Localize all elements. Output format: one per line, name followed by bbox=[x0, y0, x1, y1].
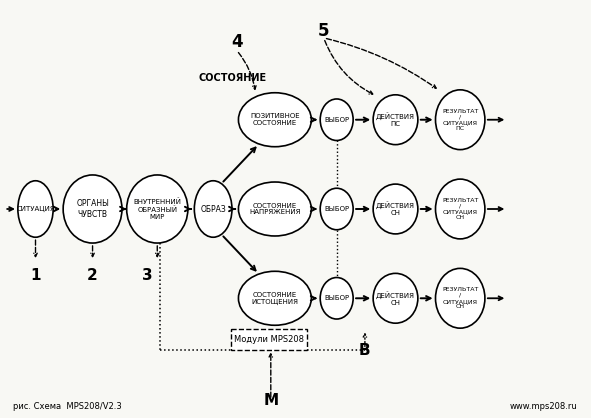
Ellipse shape bbox=[194, 181, 232, 237]
Ellipse shape bbox=[373, 273, 418, 323]
Text: ДЕЙСТВИЯ
ПС: ДЕЙСТВИЯ ПС bbox=[376, 112, 415, 127]
Ellipse shape bbox=[320, 278, 353, 319]
Text: ПОЗИТИВНОЕ
СОСТОЯНИЕ: ПОЗИТИВНОЕ СОСТОЯНИЕ bbox=[250, 113, 300, 126]
Text: В: В bbox=[359, 343, 371, 358]
Text: РЕЗУЛЬТАТ
/
СИТУАЦИЯ
СН: РЕЗУЛЬТАТ / СИТУАЦИЯ СН bbox=[442, 198, 478, 220]
Text: ДЕЙСТВИЯ
СН: ДЕЙСТВИЯ СН bbox=[376, 201, 415, 217]
Text: 1: 1 bbox=[30, 268, 41, 283]
Ellipse shape bbox=[436, 179, 485, 239]
Text: 4: 4 bbox=[231, 33, 242, 51]
Text: РЕЗУЛЬТАТ
/
СИТУАЦИЯ
СН: РЕЗУЛЬТАТ / СИТУАЦИЯ СН bbox=[442, 287, 478, 309]
Ellipse shape bbox=[238, 182, 311, 236]
Ellipse shape bbox=[320, 99, 353, 140]
Text: М: М bbox=[263, 393, 278, 408]
Ellipse shape bbox=[373, 184, 418, 234]
Ellipse shape bbox=[126, 175, 188, 243]
Text: ВЫБОР: ВЫБОР bbox=[324, 206, 349, 212]
Ellipse shape bbox=[238, 271, 311, 325]
Text: ДЕЙСТВИЯ
СН: ДЕЙСТВИЯ СН bbox=[376, 291, 415, 306]
Ellipse shape bbox=[373, 95, 418, 145]
Text: Модули MPS208: Модули MPS208 bbox=[234, 335, 304, 344]
Text: рис. Схема  MPS208/V2.3: рис. Схема MPS208/V2.3 bbox=[13, 402, 122, 411]
Ellipse shape bbox=[18, 181, 53, 237]
Ellipse shape bbox=[63, 175, 122, 243]
Text: ВЫБОР: ВЫБОР bbox=[324, 295, 349, 301]
Text: ВЫБОР: ВЫБОР bbox=[324, 117, 349, 123]
Text: www.mps208.ru: www.mps208.ru bbox=[510, 402, 578, 411]
Text: ОБРАЗ: ОБРАЗ bbox=[200, 204, 226, 214]
Text: РЕЗУЛЬТАТ
/
СИТУАЦИЯ
ПС: РЕЗУЛЬТАТ / СИТУАЦИЯ ПС bbox=[442, 109, 478, 131]
Ellipse shape bbox=[436, 90, 485, 150]
Text: СОСТОЯНИЕ
ИСТОЩЕНИЯ: СОСТОЯНИЕ ИСТОЩЕНИЯ bbox=[251, 292, 298, 305]
Ellipse shape bbox=[436, 268, 485, 328]
Text: 2: 2 bbox=[87, 268, 98, 283]
Text: 5: 5 bbox=[318, 22, 330, 40]
Text: 3: 3 bbox=[142, 268, 152, 283]
Ellipse shape bbox=[320, 188, 353, 230]
Text: СОСТОЯНИЕ: СОСТОЯНИЕ bbox=[199, 73, 267, 83]
Ellipse shape bbox=[238, 93, 311, 147]
Bar bbox=[231, 329, 307, 350]
Text: СИТУАЦИЯ: СИТУАЦИЯ bbox=[16, 206, 55, 212]
Text: ВНУТРЕННИЙ
ОБРАЗНЫЙ
МИР: ВНУТРЕННИЙ ОБРАЗНЫЙ МИР bbox=[133, 198, 181, 220]
Text: СОСТОЯНИЕ
НАПРЯЖЕНИЯ: СОСТОЯНИЕ НАПРЯЖЕНИЯ bbox=[249, 202, 301, 216]
Text: ОРГАНЫ
ЧУВСТВ: ОРГАНЫ ЧУВСТВ bbox=[76, 199, 109, 219]
